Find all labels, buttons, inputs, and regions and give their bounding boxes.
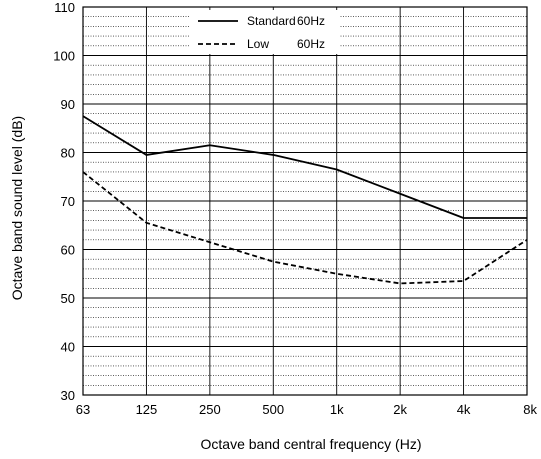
x-axis-label: Octave band central frequency (Hz) [201, 436, 422, 452]
y-tick-label: 100 [53, 49, 75, 64]
x-tick-label: 500 [262, 402, 284, 417]
x-tick-label: 250 [199, 402, 221, 417]
y-tick-label: 90 [61, 97, 75, 112]
series-line-low [82, 171, 528, 285]
grid-major [82, 6, 528, 396]
series-line-standard [82, 115, 527, 219]
y-tick-label: 70 [61, 194, 75, 209]
x-tick-label: 2k [393, 402, 407, 417]
y-tick-label: 80 [61, 146, 75, 161]
x-tick-labels: 63 125 250 500 1k 2k 4k 8k [76, 402, 538, 417]
legend-suffix-standard: 60Hz [297, 14, 325, 28]
legend-suffix-low: 60Hz [297, 37, 325, 51]
legend: Standard 60Hz Low 60Hz [190, 10, 340, 54]
y-tick-label: 110 [54, 0, 75, 15]
legend-label-standard: Standard [247, 14, 296, 28]
grid-minor [83, 16, 527, 386]
legend-label-low: Low [247, 37, 269, 51]
y-tick-label: 30 [61, 388, 75, 403]
y-tick-label: 40 [61, 340, 75, 355]
x-tick-label: 8k [523, 402, 537, 417]
y-tick-label: 60 [61, 243, 75, 258]
x-tick-label: 125 [136, 402, 158, 417]
y-tick-label: 50 [61, 291, 75, 306]
y-tick-labels: 30 40 50 60 70 80 90 100 110 [53, 0, 75, 403]
y-axis-label: Octave band sound level (dB) [9, 116, 25, 300]
plot-frame [82, 6, 528, 396]
x-tick-label: 63 [76, 402, 90, 417]
x-tick-label: 4k [457, 402, 471, 417]
x-tick-label: 1k [330, 402, 344, 417]
series-layer [82, 115, 528, 285]
